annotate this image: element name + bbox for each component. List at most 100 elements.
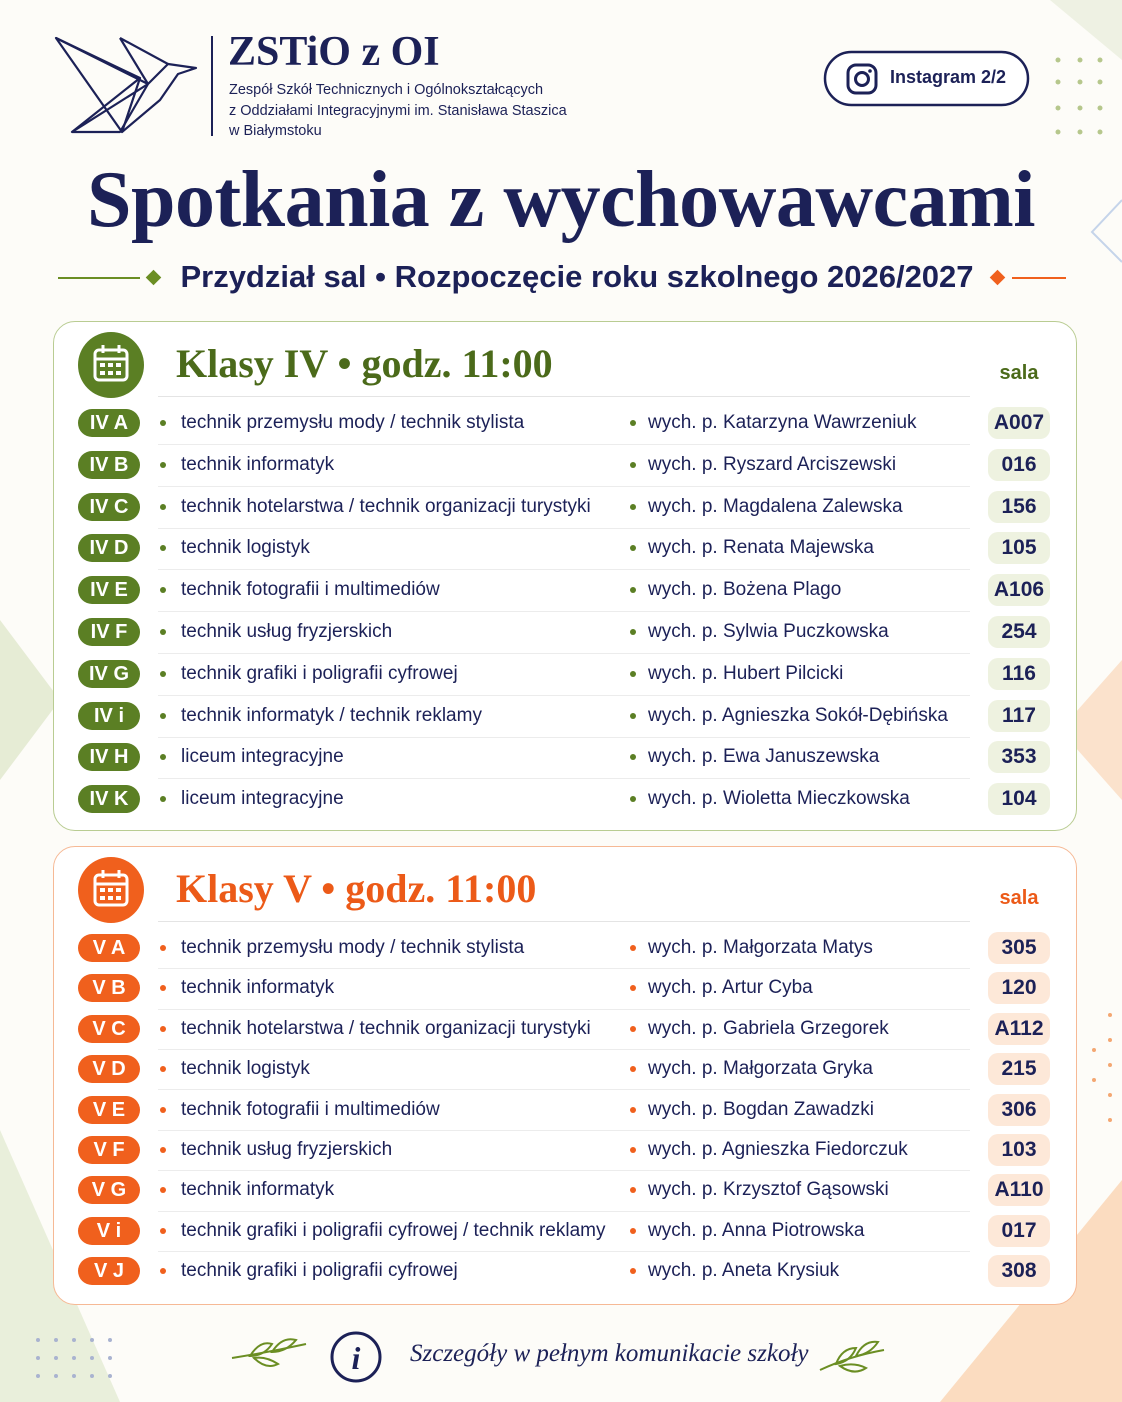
bullet bbox=[160, 1025, 166, 1032]
teacher: wych. p. Krzysztof Gąsowski bbox=[648, 1179, 889, 1201]
class-badge: IV D bbox=[78, 534, 140, 563]
school-line: z Oddziałami Integracyjnymi im. Stanisła… bbox=[229, 102, 567, 119]
bullet bbox=[630, 670, 636, 677]
class-row: V B technik informatyk wych. p. Artur Cyba… bbox=[54, 972, 1074, 1005]
bullet bbox=[160, 1268, 166, 1275]
room-number: A112 bbox=[988, 1012, 1050, 1045]
class-row: IV F technik usług fryzjerskich wych. p. S… bbox=[54, 616, 1074, 648]
profile: technik hotelarstwa / technik organizacj… bbox=[181, 495, 591, 517]
room-number: 156 bbox=[988, 490, 1050, 523]
section-heading: Klasy V • godz. 11:00 bbox=[176, 866, 537, 911]
class-badge: IV C bbox=[78, 492, 140, 521]
row-separator bbox=[158, 611, 970, 613]
bullet bbox=[630, 712, 636, 719]
row-separator bbox=[158, 736, 970, 738]
calendar-glyph bbox=[93, 345, 129, 382]
row-separator bbox=[158, 652, 970, 654]
room-number: 116 bbox=[988, 657, 1050, 690]
heading-rule bbox=[158, 921, 970, 922]
class-row: IV B technik informatyk wych. p. Ryszard A… bbox=[54, 448, 1074, 481]
bullet bbox=[160, 1106, 166, 1113]
profile: technik grafiki i poligrafii cyfrowej bbox=[181, 662, 458, 684]
instagram-link[interactable]: Instagram 2/2 bbox=[890, 67, 1007, 87]
class-badge: IV E bbox=[78, 576, 140, 605]
school-short: ZSTiO z OI bbox=[228, 29, 440, 75]
bullet bbox=[160, 1187, 166, 1194]
bullet bbox=[160, 712, 166, 719]
teacher: wych. p. Hubert Pilcicki bbox=[648, 662, 844, 684]
room-number: 103 bbox=[988, 1134, 1050, 1166]
svg-text:i: i bbox=[352, 1340, 361, 1376]
class-row: IV E technik fotografii i multimediów wych… bbox=[54, 574, 1074, 607]
teacher: wych. p. Ewa Januszewska bbox=[648, 746, 880, 768]
class-row: V J technik grafiki i poligrafii cyfrowej… bbox=[54, 1255, 1074, 1288]
class-badge: V F bbox=[78, 1136, 140, 1164]
row-separator bbox=[158, 778, 970, 780]
row-separator bbox=[158, 694, 970, 696]
bullet bbox=[630, 420, 636, 426]
bullet bbox=[630, 587, 636, 594]
row-separator bbox=[158, 443, 970, 445]
school-line: Zespół Szkół Technicznych i Ogólnokształ… bbox=[229, 82, 544, 98]
bullet bbox=[160, 985, 166, 992]
class-row: IV A technik przemysłu mody / technik sty… bbox=[54, 407, 1074, 439]
class-badge: V B bbox=[78, 974, 140, 1003]
class-row: V A technik przemysłu mody / technik styl… bbox=[54, 932, 1074, 964]
subtitle: Przydział sal • Rozpoczęcie roku szkolne… bbox=[180, 259, 974, 294]
teacher: wych. p. Artur Cyba bbox=[648, 977, 813, 999]
row-separator bbox=[158, 1089, 970, 1091]
profile: technik usług fryzjerskich bbox=[181, 621, 393, 642]
class-badge: V C bbox=[78, 1014, 140, 1043]
class-row: IV C technik hotelarstwa / technik organi… bbox=[54, 490, 1074, 523]
bullet bbox=[160, 420, 166, 426]
bullet bbox=[160, 545, 166, 552]
class-badge: IV B bbox=[78, 450, 140, 479]
row-separator bbox=[158, 1129, 970, 1131]
bullet bbox=[630, 985, 636, 992]
profile: technik grafiki i poligrafii cyfrowej bbox=[181, 1260, 458, 1282]
profile: technik informatyk bbox=[181, 1179, 335, 1201]
bullet bbox=[630, 1227, 636, 1234]
room-number: 306 bbox=[988, 1093, 1050, 1126]
class-badge: V G bbox=[78, 1176, 140, 1205]
class-badge: IV G bbox=[78, 659, 140, 688]
bullet bbox=[160, 503, 166, 510]
bullet bbox=[630, 503, 636, 510]
room-number: 017 bbox=[988, 1214, 1050, 1247]
room-number: A007 bbox=[988, 407, 1050, 439]
room-number: 305 bbox=[988, 932, 1050, 964]
profile: technik fotografii i multimediów bbox=[181, 1098, 440, 1120]
teacher: wych. p. Sylwia Puczkowska bbox=[648, 621, 889, 642]
bullet bbox=[630, 461, 636, 468]
room-number: 120 bbox=[988, 972, 1050, 1005]
bullet bbox=[160, 796, 166, 803]
bullet bbox=[160, 629, 166, 635]
school-line: w Białymstoku bbox=[229, 123, 322, 139]
teacher: wych. p. Magdalena Zalewska bbox=[648, 495, 903, 517]
bullet bbox=[160, 1147, 166, 1153]
section-card: Klasy V • godz. 11:00 sala V A technik prze… bbox=[53, 846, 1077, 1305]
school-name: Zespół Szkół Technicznych i Ogólnokształ… bbox=[229, 80, 567, 142]
profile: technik fotografii i multimediów bbox=[181, 579, 440, 601]
row-separator bbox=[158, 1251, 970, 1252]
class-badge: V D bbox=[78, 1055, 140, 1084]
bullet bbox=[160, 754, 166, 761]
calendar-glyph bbox=[93, 870, 129, 907]
profile: technik informatyk bbox=[181, 453, 335, 475]
room-number: 016 bbox=[988, 448, 1050, 481]
bullet bbox=[630, 796, 636, 803]
teacher: wych. p. Renata Majewska bbox=[648, 537, 874, 559]
class-badge: IV A bbox=[78, 409, 140, 437]
row-separator bbox=[158, 569, 970, 571]
bullet bbox=[160, 670, 166, 677]
row-separator bbox=[158, 1049, 970, 1050]
profile: liceum integracyjne bbox=[181, 788, 344, 810]
teacher: wych. p. Małgorzata Gryka bbox=[648, 1058, 873, 1080]
bullet bbox=[630, 1066, 636, 1073]
class-badge: IV K bbox=[78, 785, 140, 814]
bullet bbox=[160, 1066, 166, 1073]
class-badge: V E bbox=[78, 1095, 140, 1124]
class-row: V F technik usług fryzjerskich wych. p. Ag… bbox=[54, 1134, 1074, 1166]
room-number: 105 bbox=[988, 532, 1050, 565]
